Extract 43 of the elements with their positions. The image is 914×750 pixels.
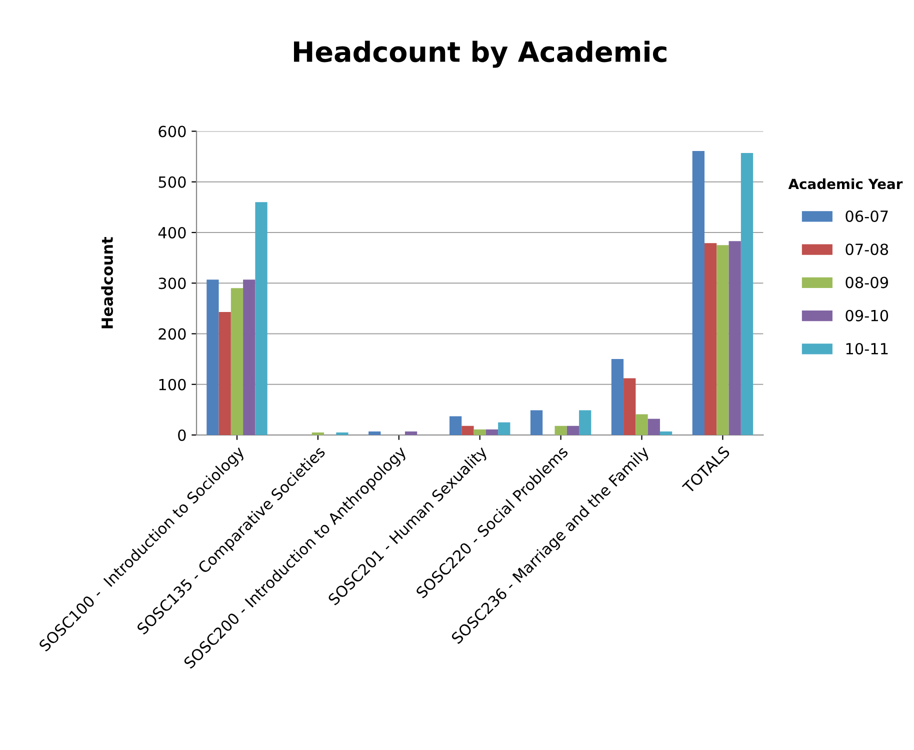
y-tick-label: 100 (159, 378, 186, 390)
bar (404, 431, 418, 435)
y-tick-label: 200 (158, 328, 186, 340)
bar (462, 426, 474, 435)
bar (636, 414, 648, 435)
legend-label: 10-11 (846, 342, 888, 354)
bar (530, 410, 543, 435)
y-axis-title: Headcount (101, 236, 113, 328)
bar (740, 153, 754, 435)
legend-title: Academic Year (788, 178, 903, 190)
bar (449, 416, 462, 435)
bar (554, 426, 567, 435)
chart-title: Headcount by Academic (294, 40, 666, 68)
bar (579, 410, 592, 435)
legend-label: 06-07 (846, 210, 888, 222)
legend-label: 08-09 (846, 276, 888, 288)
bar (486, 429, 498, 435)
legend-label: 07-08 (846, 244, 888, 256)
bar (255, 202, 268, 435)
bar (474, 429, 486, 435)
bar (336, 432, 348, 435)
bar (648, 418, 660, 435)
y-tick-label: 300 (158, 278, 186, 290)
bar (716, 245, 729, 435)
bar (624, 378, 636, 435)
legend-label: 09-10 (846, 310, 888, 322)
bar (728, 241, 741, 435)
y-tick-label: 500 (158, 176, 186, 188)
bar (368, 431, 381, 435)
bar (611, 359, 624, 435)
bar (566, 426, 580, 435)
y-tick-label: 400 (158, 226, 186, 239)
bar (312, 432, 324, 435)
bar (230, 288, 244, 435)
bar (498, 422, 510, 435)
bar (243, 280, 256, 435)
bar (218, 312, 231, 435)
bar (206, 280, 219, 435)
y-tick-label: 600 (158, 126, 186, 138)
bar (692, 150, 704, 435)
bar (660, 431, 672, 435)
bar (704, 243, 717, 435)
y-tick-label: 0 (178, 429, 186, 442)
